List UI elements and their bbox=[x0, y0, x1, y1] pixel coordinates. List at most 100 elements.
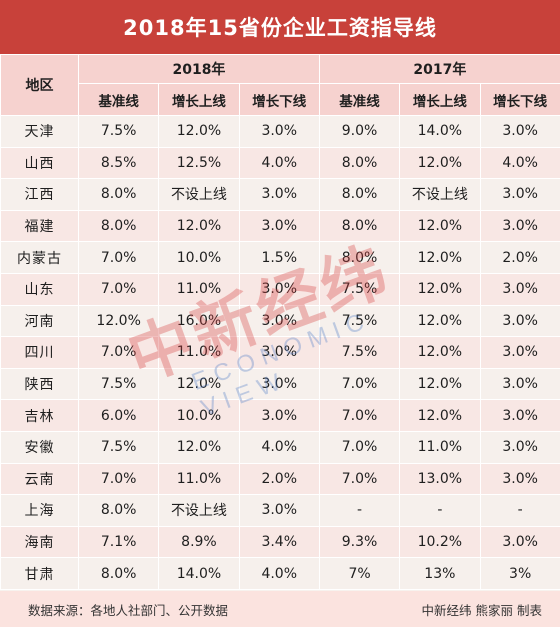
value-cell: 2.0% bbox=[238, 462, 320, 496]
region-cell: 福建 bbox=[0, 209, 79, 243]
region-column-header: 地区 bbox=[0, 54, 79, 116]
table-row: 江西 8.0% 不设上线 3.0% 8.0% 不设上线 3.0% bbox=[0, 178, 560, 211]
value-cell: 4.0% bbox=[238, 146, 320, 180]
table-row: 河南 12.0% 16.0% 3.0% 7.5% 12.0% 3.0% bbox=[0, 304, 560, 338]
value-cell: 14.0% bbox=[158, 557, 240, 590]
value-cell: 12.0% bbox=[399, 241, 481, 274]
value-cell: 3.0% bbox=[238, 304, 320, 338]
value-cell: 3.0% bbox=[238, 399, 320, 432]
value-cell: 7.5% bbox=[77, 367, 160, 401]
value-cell: 12.5% bbox=[158, 146, 240, 180]
table-row: 安徽 7.5% 12.0% 4.0% 7.0% 11.0% 3.0% bbox=[0, 430, 560, 464]
value-cell: - bbox=[318, 494, 401, 527]
value-cell: 7.0% bbox=[77, 462, 160, 496]
value-cell: 3.0% bbox=[479, 525, 560, 559]
value-cell: 8.0% bbox=[77, 494, 160, 527]
column-header: 增长下线 bbox=[479, 83, 560, 116]
value-cell: 8.0% bbox=[318, 146, 401, 180]
region-cell: 海南 bbox=[0, 525, 79, 559]
table-row: 内蒙古 7.0% 10.0% 1.5% 8.0% 12.0% 2.0% bbox=[0, 241, 560, 274]
value-cell: 4.0% bbox=[479, 146, 560, 180]
value-cell: 7.5% bbox=[318, 304, 401, 338]
value-cell: 7.0% bbox=[318, 430, 401, 464]
value-cell: 6.0% bbox=[77, 399, 160, 432]
data-source-note: 数据来源：各地人社部门、公开数据 bbox=[28, 603, 229, 618]
year-2017-header: 2017年 bbox=[318, 54, 560, 84]
value-cell: 8.0% bbox=[318, 241, 401, 274]
value-cell: 2.0% bbox=[479, 241, 560, 274]
value-cell: 12.0% bbox=[158, 367, 240, 401]
value-cell: 8.5% bbox=[77, 146, 160, 180]
value-cell: 12.0% bbox=[158, 209, 240, 243]
value-cell: 8.9% bbox=[158, 525, 240, 559]
value-cell: 7% bbox=[318, 557, 401, 590]
value-cell: 11.0% bbox=[158, 336, 240, 369]
table-row: 四川 7.0% 11.0% 3.0% 7.5% 12.0% 3.0% bbox=[0, 336, 560, 369]
value-cell: 3.0% bbox=[238, 494, 320, 527]
value-cell: 不设上线 bbox=[399, 178, 481, 211]
value-cell: 3.0% bbox=[479, 367, 560, 401]
value-cell: 3.0% bbox=[238, 272, 320, 306]
region-cell: 山东 bbox=[0, 272, 79, 306]
value-cell: 9.0% bbox=[318, 115, 401, 148]
value-cell: 12.0% bbox=[399, 336, 481, 369]
region-cell: 甘肃 bbox=[0, 557, 79, 590]
value-cell: 12.0% bbox=[399, 304, 481, 338]
region-cell: 山西 bbox=[0, 146, 79, 180]
table-row: 吉林 6.0% 10.0% 3.0% 7.0% 12.0% 3.0% bbox=[0, 399, 560, 432]
value-cell: 12.0% bbox=[399, 399, 481, 432]
value-cell: 4.0% bbox=[238, 557, 320, 590]
value-cell: 12.0% bbox=[158, 115, 240, 148]
value-cell: 3.0% bbox=[479, 336, 560, 369]
value-cell: 9.3% bbox=[318, 525, 401, 559]
value-cell: 14.0% bbox=[399, 115, 481, 148]
table-row: 福建 8.0% 12.0% 3.0% 8.0% 12.0% 3.0% bbox=[0, 209, 560, 243]
value-cell: 12.0% bbox=[399, 272, 481, 306]
value-cell: 3.0% bbox=[479, 462, 560, 496]
year-2018-header: 2018年 bbox=[78, 54, 320, 84]
value-cell: 4.0% bbox=[238, 430, 320, 464]
value-cell: 3.0% bbox=[238, 115, 320, 148]
wage-guideline-table: 地区 2018年 2017年 基准线 增长上线 增长下线 基准线 增长上线 增长下线 天津… bbox=[0, 54, 560, 590]
region-cell: 四川 bbox=[0, 336, 79, 369]
value-cell: 12.0% bbox=[77, 304, 160, 338]
value-cell: 12.0% bbox=[399, 367, 481, 401]
footer: 数据来源：各地人社部门、公开数据 中新经纬 熊家丽 制表 bbox=[0, 591, 560, 627]
value-cell: 7.5% bbox=[77, 430, 160, 464]
value-cell: 7.0% bbox=[77, 272, 160, 306]
value-cell: 3.0% bbox=[479, 304, 560, 338]
value-cell: 11.0% bbox=[399, 430, 481, 464]
value-cell: 1.5% bbox=[238, 241, 320, 274]
value-cell: 3.0% bbox=[479, 272, 560, 306]
author-credit: 中新经纬 熊家丽 制表 bbox=[421, 603, 542, 618]
value-cell: 7.0% bbox=[318, 462, 401, 496]
value-cell: 8.0% bbox=[77, 178, 160, 211]
value-cell: 12.0% bbox=[399, 209, 481, 243]
region-cell: 上海 bbox=[0, 494, 79, 527]
region-cell: 天津 bbox=[0, 115, 79, 148]
column-header: 增长下线 bbox=[238, 83, 320, 116]
value-cell: 3.4% bbox=[238, 525, 320, 559]
value-cell: 3.0% bbox=[479, 430, 560, 464]
value-cell: 10.2% bbox=[399, 525, 481, 559]
column-header: 增长上线 bbox=[158, 83, 240, 116]
table-row: 山东 7.0% 11.0% 3.0% 7.5% 12.0% 3.0% bbox=[0, 272, 560, 306]
value-cell: 3.0% bbox=[238, 336, 320, 369]
value-cell: 8.0% bbox=[77, 209, 160, 243]
value-cell: 8.0% bbox=[318, 178, 401, 211]
value-cell: 13.0% bbox=[399, 462, 481, 496]
value-cell: 7.0% bbox=[77, 336, 160, 369]
value-cell: 3.0% bbox=[479, 178, 560, 211]
region-cell: 安徽 bbox=[0, 430, 79, 464]
table-row: 云南 7.0% 11.0% 2.0% 7.0% 13.0% 3.0% bbox=[0, 462, 560, 496]
value-cell: 3% bbox=[479, 557, 560, 590]
table-row: 天津 7.5% 12.0% 3.0% 9.0% 14.0% 3.0% bbox=[0, 115, 560, 148]
value-cell: 7.0% bbox=[318, 399, 401, 432]
value-cell: 12.0% bbox=[158, 430, 240, 464]
value-cell: 11.0% bbox=[158, 272, 240, 306]
table-row: 山西 8.5% 12.5% 4.0% 8.0% 12.0% 4.0% bbox=[0, 146, 560, 180]
region-cell: 内蒙古 bbox=[0, 241, 79, 274]
table-row: 上海 8.0% 不设上线 3.0% - - - bbox=[0, 494, 560, 527]
region-cell: 江西 bbox=[0, 178, 79, 211]
column-header: 增长上线 bbox=[399, 83, 481, 116]
